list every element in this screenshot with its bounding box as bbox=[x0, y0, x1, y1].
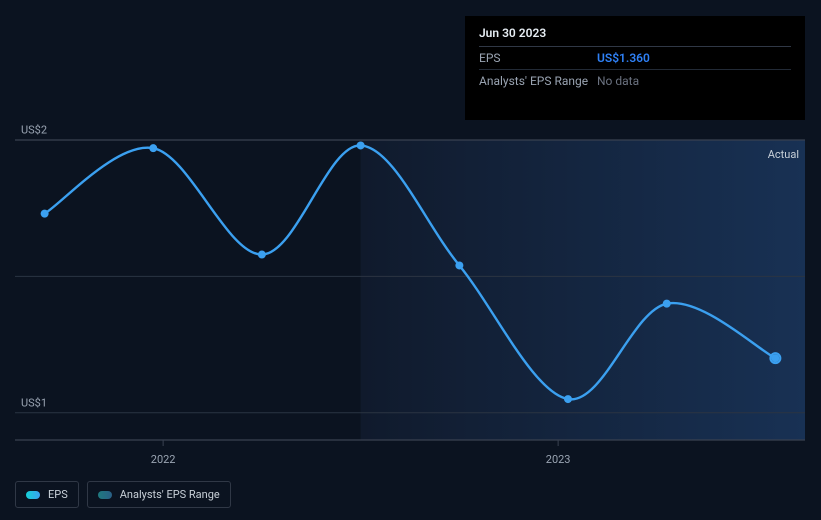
tooltip-row: Analysts' EPS Range No data bbox=[479, 70, 791, 92]
legend-item-analysts-range[interactable]: Analysts' EPS Range bbox=[87, 481, 231, 508]
tooltip: Jun 30 2023 EPS US$1.360 Analysts' EPS R… bbox=[465, 16, 805, 120]
y-tick-label: US$2 bbox=[21, 124, 47, 137]
tooltip-row-value: No data bbox=[597, 74, 639, 88]
tooltip-date: Jun 30 2023 bbox=[479, 26, 791, 47]
chart-svg bbox=[15, 120, 805, 460]
x-tick-label: 2022 bbox=[151, 453, 176, 466]
legend-item-eps[interactable]: EPS bbox=[15, 481, 79, 508]
legend-swatch-icon bbox=[26, 491, 40, 499]
eps-chart[interactable]: Actual US$2US$1 20222023 bbox=[15, 120, 805, 460]
tooltip-row-label: Analysts' EPS Range bbox=[479, 74, 597, 88]
tooltip-row-label: EPS bbox=[479, 51, 597, 65]
legend: EPS Analysts' EPS Range bbox=[15, 481, 231, 508]
tooltip-row: EPS US$1.360 bbox=[479, 47, 791, 70]
y-tick-label: US$1 bbox=[21, 396, 47, 409]
legend-item-label: EPS bbox=[48, 488, 68, 501]
legend-item-label: Analysts' EPS Range bbox=[120, 488, 220, 501]
legend-swatch-icon bbox=[98, 491, 112, 499]
tooltip-row-value: US$1.360 bbox=[597, 51, 650, 65]
x-tick-label: 2023 bbox=[546, 453, 571, 466]
actual-label: Actual bbox=[768, 148, 799, 161]
